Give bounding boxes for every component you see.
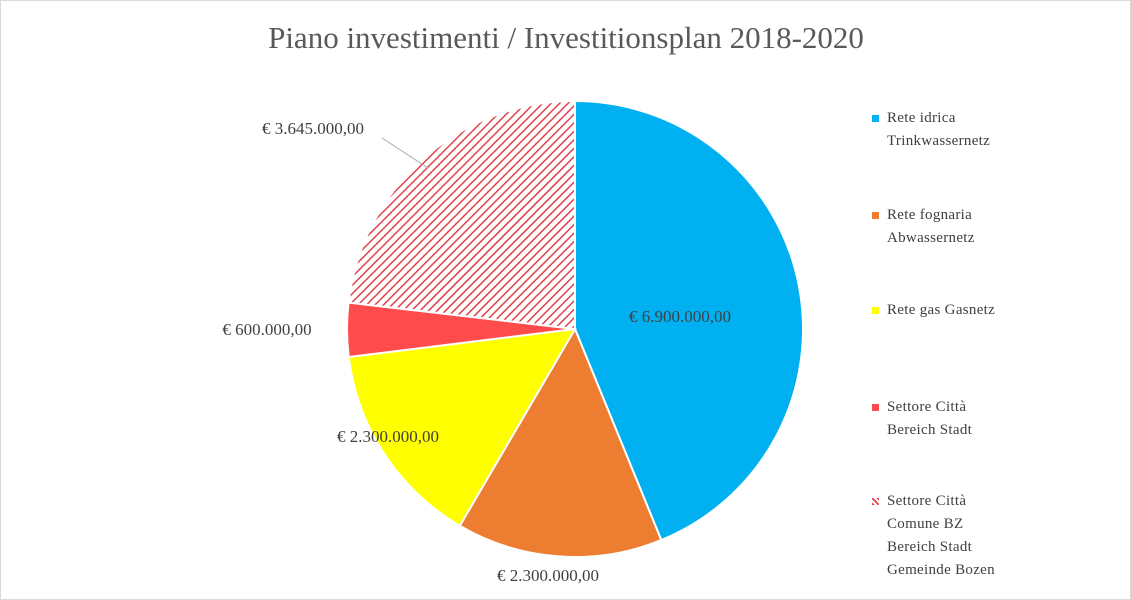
data-label: € 2.300.000,00 <box>497 566 599 585</box>
legend-label: Rete fognaria Abwassernetz <box>887 207 975 246</box>
pie-slice <box>574 99 804 542</box>
data-label: € 600.000,00 <box>222 320 311 339</box>
legend-key <box>872 498 879 505</box>
legend-entry: Rete idrica Trinkwassernetz <box>870 107 1087 153</box>
pie-slice <box>347 99 576 331</box>
legend-entry: Rete gas Gasnetz <box>870 299 1087 322</box>
leader-line <box>381 137 429 169</box>
data-label: € 6.900.000,00 <box>629 307 731 326</box>
pie-slice <box>347 327 577 528</box>
legend-entry: Rete fognaria Abwassernetz <box>870 204 1087 250</box>
legend-label: Settore Città Bereich Stadt <box>887 399 973 438</box>
chart-title: Piano investimenti / Investitionsplan 20… <box>268 20 864 55</box>
legend-entry: Settore Città Comune BZ Bereich Stadt Ge… <box>870 490 1087 582</box>
pie-slice <box>458 326 663 558</box>
legend-entry: Settore Città Bereich Stadt <box>870 396 1087 442</box>
legend-label: Rete gas Gasnetz <box>887 302 996 318</box>
legend-label: Rete idrica Trinkwassernetz <box>887 110 991 149</box>
legend-label: Settore Città Comune BZ Bereich Stadt Ge… <box>887 493 995 578</box>
legend-key <box>872 115 879 122</box>
legend-key <box>872 212 879 219</box>
legend-key <box>872 404 879 411</box>
legend-key <box>872 307 879 314</box>
data-label: € 2.300.000,00 <box>337 427 439 446</box>
data-label: € 3.645.000,00 <box>262 119 364 138</box>
